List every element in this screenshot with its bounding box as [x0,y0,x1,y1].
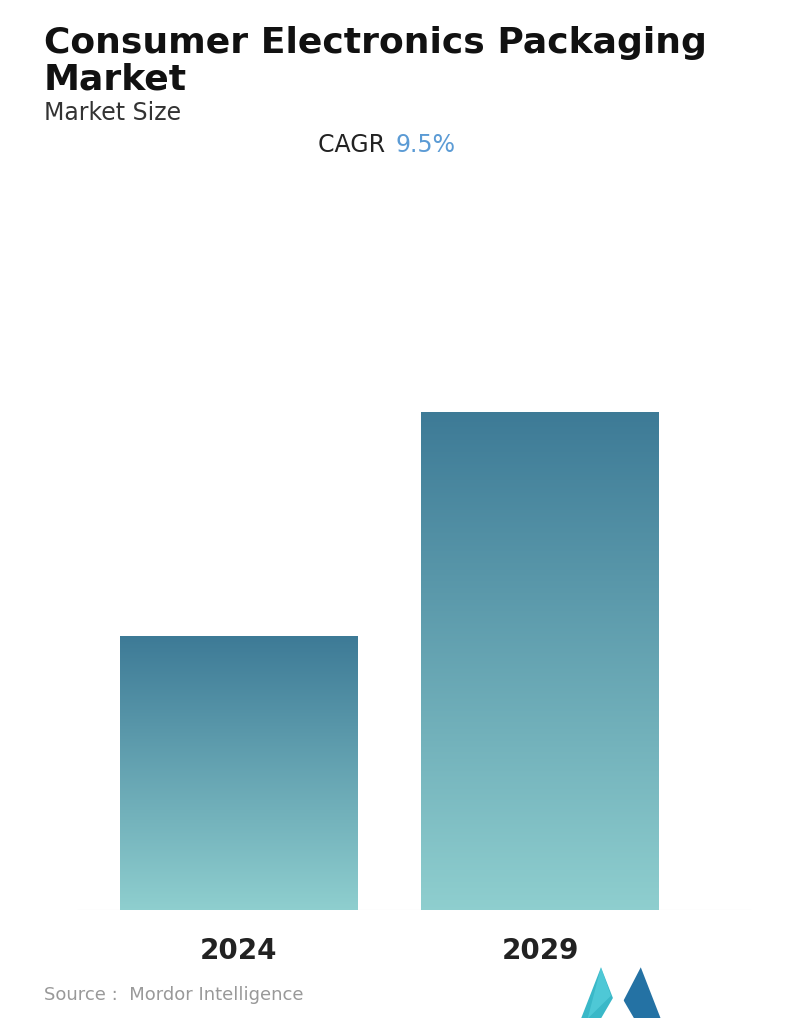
Polygon shape [581,968,621,1018]
Text: 2024: 2024 [200,937,278,966]
Text: Source :  Mordor Intelligence: Source : Mordor Intelligence [44,985,303,1004]
Text: 2029: 2029 [501,937,579,966]
Text: 9.5%: 9.5% [396,132,455,157]
Text: Market Size: Market Size [44,101,181,125]
Text: Consumer Electronics Packaging: Consumer Electronics Packaging [44,26,707,60]
Polygon shape [601,991,634,1018]
Polygon shape [615,968,661,1018]
Text: CAGR: CAGR [318,132,393,157]
Text: Market: Market [44,62,187,96]
Polygon shape [587,968,611,1018]
